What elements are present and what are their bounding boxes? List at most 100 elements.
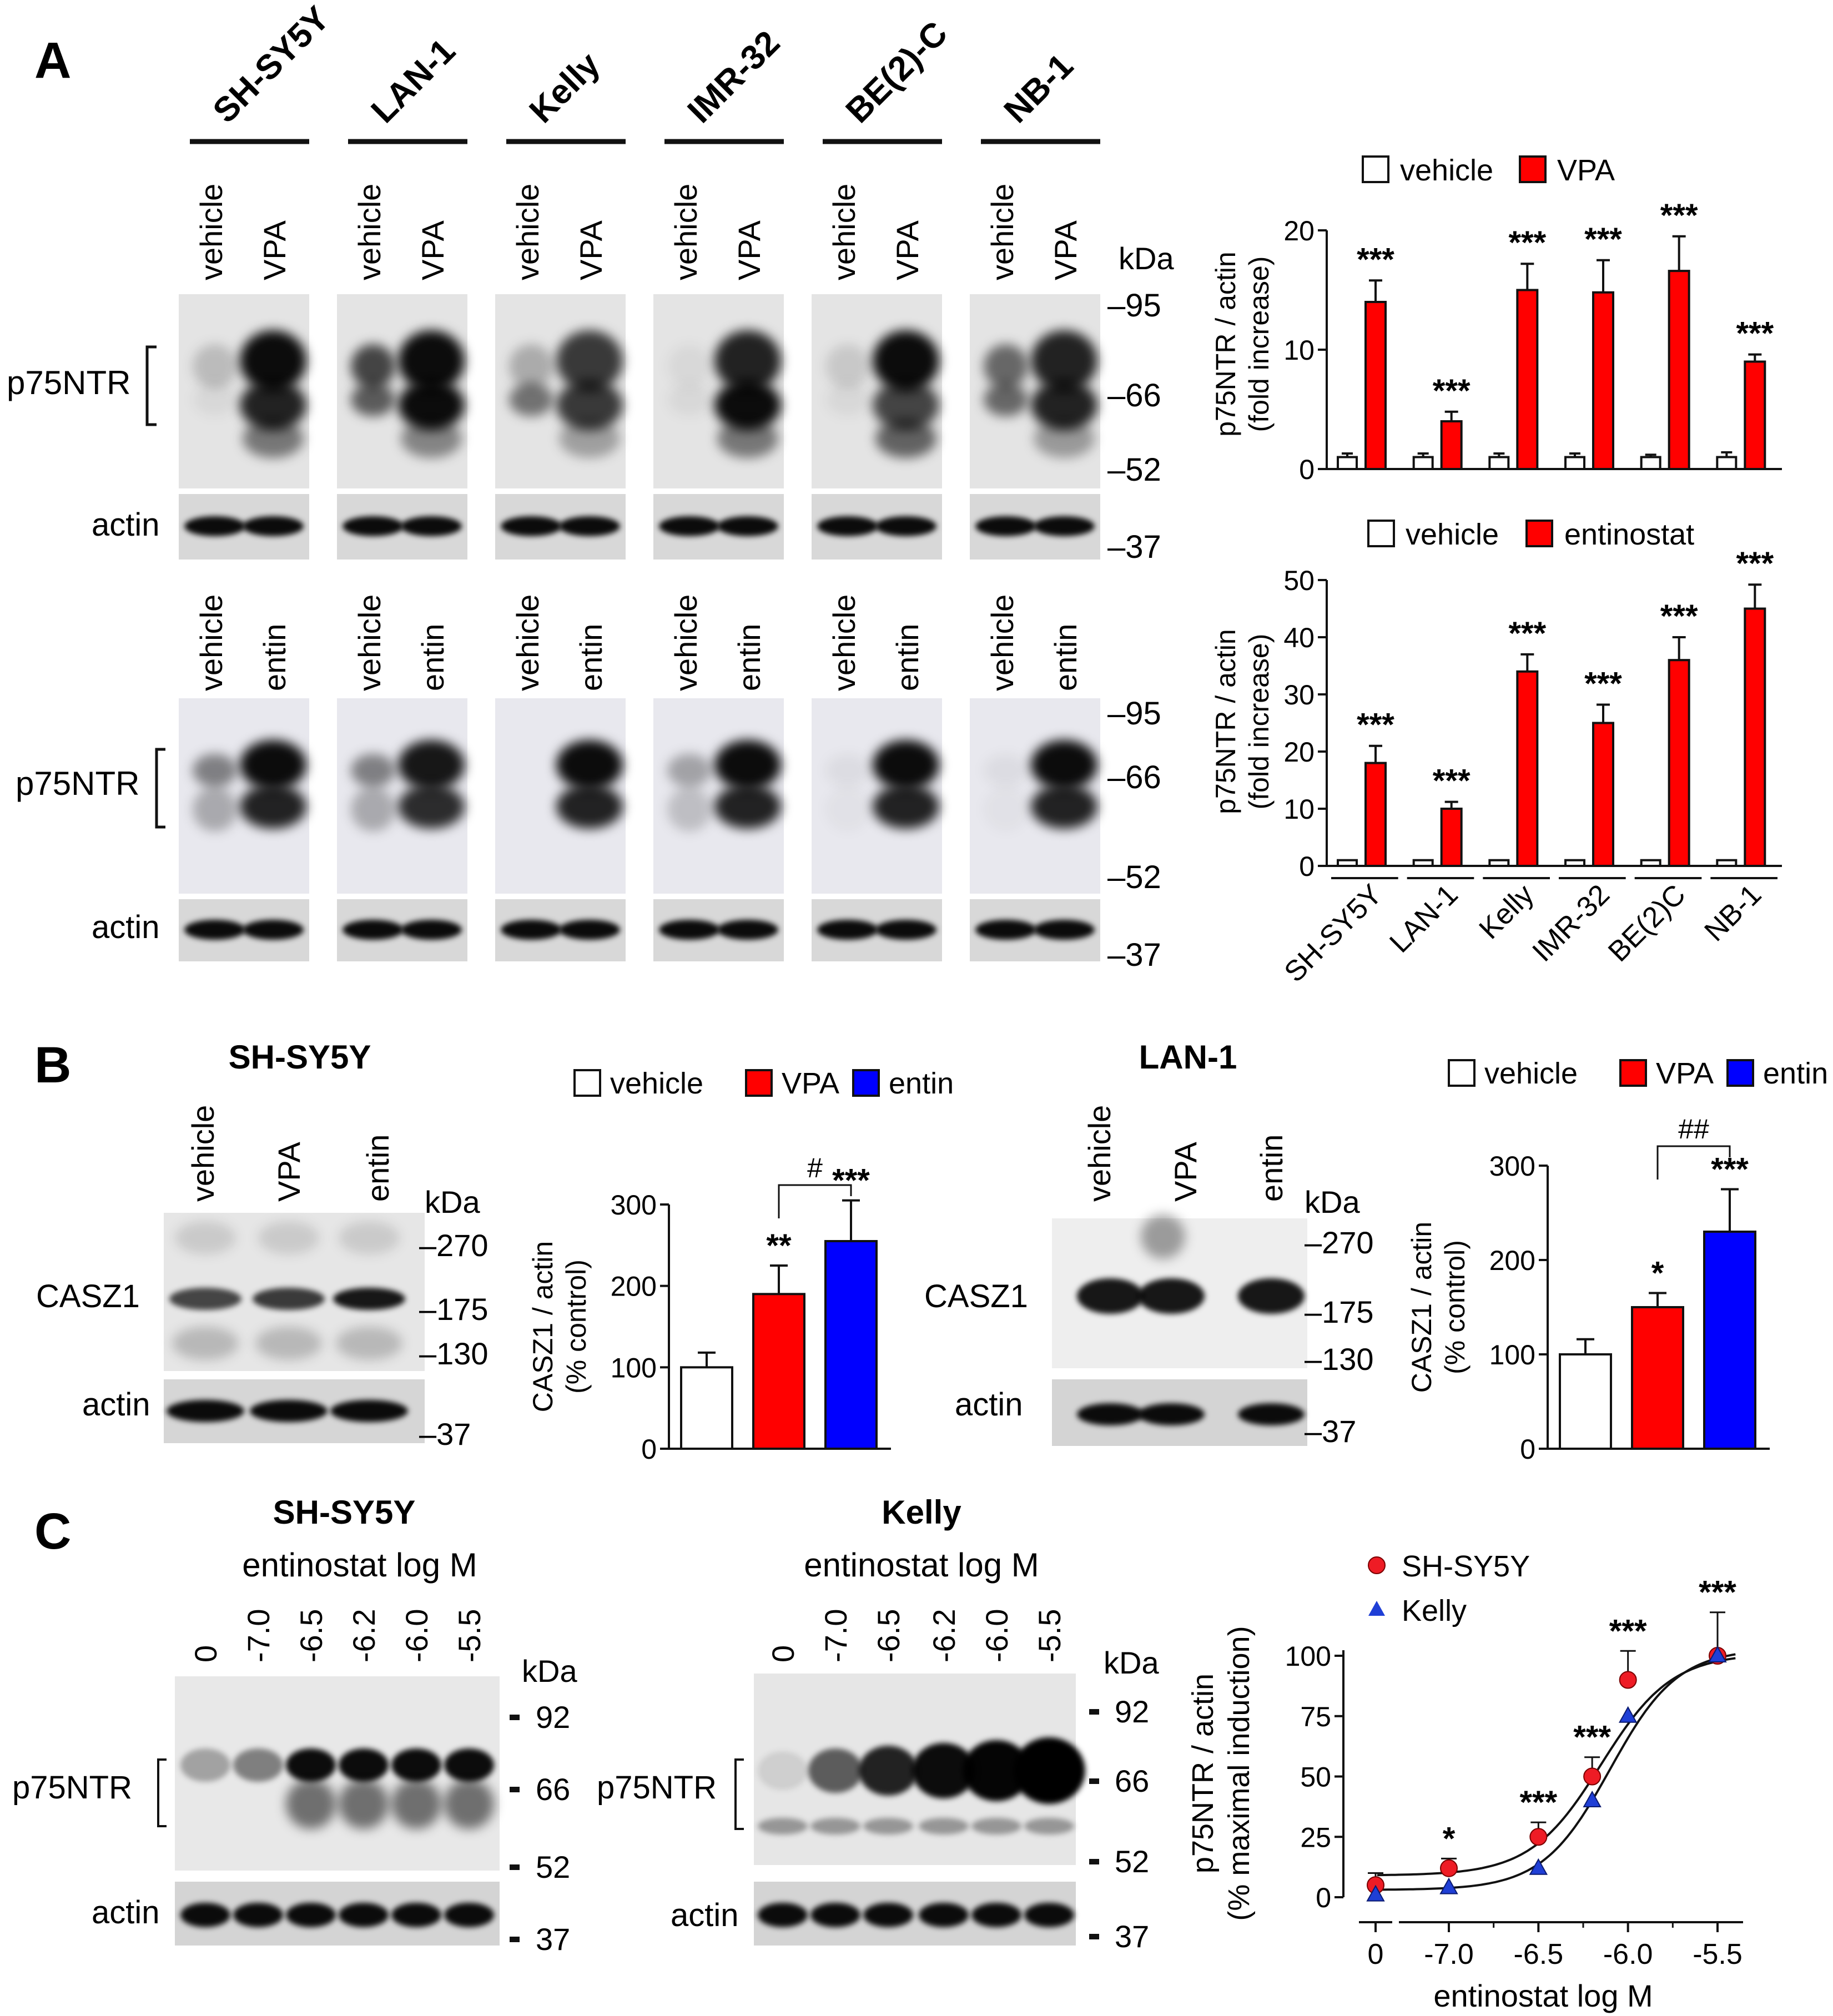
blot-band [556, 740, 623, 790]
blot-band [180, 1748, 230, 1782]
blot-band [714, 784, 781, 829]
lane-label: VPA [732, 220, 767, 280]
lane-label: vehicle [827, 594, 862, 691]
significance-label: *** [1508, 616, 1546, 652]
point-kelly [1708, 1645, 1727, 1662]
panel-a-cell-line-headers: SH-SY5Y vehicle VPA vehicle entin LAN-1 vehicl… [190, 0, 1100, 691]
actin-band [184, 516, 245, 536]
y-tick-label: 20 [1283, 737, 1315, 768]
legend-label: entin [889, 1067, 954, 1100]
lane-label: -6.0 [399, 1609, 434, 1663]
blot-band [444, 1779, 494, 1829]
lane-label: VPA [890, 220, 925, 280]
blot-band [873, 740, 939, 790]
mw-marker: –37 [1107, 529, 1161, 565]
lane-label: VPA [1168, 1141, 1203, 1202]
category-label: SH-SY5Y [1278, 878, 1388, 988]
lane-label: vehicle [668, 594, 703, 691]
blot-band [556, 330, 623, 391]
actin-band [717, 920, 778, 940]
blot-band [717, 419, 778, 458]
legend-swatch [1726, 1059, 1754, 1087]
y-tick-label: 0 [1520, 1434, 1535, 1465]
bar-vehicle [1488, 456, 1510, 470]
significance-label: *** [1357, 241, 1394, 278]
actin-band [919, 1903, 969, 1927]
lane-label: VPA [257, 220, 292, 280]
blot-band [1031, 380, 1097, 430]
blot-band [233, 1748, 283, 1782]
y-axis-label: p75NTR / actin [1210, 251, 1241, 436]
bracket-label: # [807, 1152, 823, 1183]
blot-band [175, 1221, 236, 1254]
lane-label: -6.5 [294, 1609, 329, 1663]
blot-band [825, 344, 870, 389]
significance-label: *** [1433, 763, 1471, 799]
significance-label: *** [1357, 707, 1394, 743]
bar-entinostat [1440, 808, 1463, 867]
y-tick-label: 200 [611, 1271, 657, 1302]
cell-line-header: IMR-32 [681, 23, 788, 130]
legend-swatch-entinostat [1525, 520, 1553, 547]
bar-VPA [752, 1293, 805, 1450]
bar-vpa [1592, 291, 1614, 470]
actin-band [559, 516, 620, 536]
blot-band [193, 383, 237, 416]
mw-marker: –270 [419, 1228, 489, 1263]
chart-c-dose-response: 0 25 50 75 100 0 -7.0 -6.5 -6.0 -5.5 entinostat lo… [1186, 1550, 1743, 2013]
legend-swatch [1448, 1059, 1476, 1087]
lane-label: entin [573, 624, 608, 691]
blot-band [919, 1818, 969, 1834]
significance-label: *** [1584, 221, 1622, 258]
actin-band [401, 516, 462, 536]
blot-band [825, 787, 870, 831]
blot-band [351, 383, 395, 416]
blot-band [873, 380, 939, 430]
y-axis-label: p75NTR / actin [1210, 629, 1241, 814]
bar-vpa [1744, 360, 1766, 470]
blot-band [351, 344, 395, 389]
y-axis-label-2: (fold increase) [1243, 256, 1275, 432]
mw-marker: 66 [536, 1772, 570, 1807]
lane-label: vehicle [1082, 1105, 1117, 1202]
legend-label: VPA [782, 1067, 839, 1100]
lane-label: vehicle [185, 1105, 220, 1202]
actin-label-bottom: actin [92, 909, 160, 945]
blot-band [255, 1327, 322, 1360]
legend-label: Kelly [1402, 1594, 1467, 1627]
bracket-top [145, 345, 157, 426]
mw-marker: –37 [419, 1417, 471, 1451]
bracket-bottom [155, 748, 165, 829]
actin-band [810, 1903, 860, 1927]
panel-a-blots [179, 294, 1100, 961]
bar-VPA [1631, 1306, 1684, 1450]
blot-band [240, 380, 306, 430]
actin-band [975, 516, 1036, 536]
cell-line-header: BE(2)-C [839, 14, 955, 130]
blot-band [509, 787, 553, 831]
actin-band [1077, 1403, 1144, 1425]
blot-band [758, 1751, 808, 1790]
y-axis-label: CASZ1 / actin [527, 1241, 558, 1412]
panel-c-kelly-subtitle: entinostat log M [804, 1546, 1039, 1584]
mw-marker: 92 [536, 1700, 570, 1735]
actin-band [243, 920, 304, 940]
kda-label: kDa [1104, 1645, 1159, 1680]
actin-band [330, 1400, 408, 1422]
mw-marker: –66 [1107, 759, 1161, 795]
x-tick-label: 0 [1368, 1938, 1384, 1970]
actin-band [659, 920, 720, 940]
p75ntr-label: p75NTR [12, 1770, 132, 1806]
actin-band [817, 516, 878, 536]
mw-tick [510, 1864, 520, 1870]
blot-band [1141, 1214, 1185, 1259]
lane-label: vehicle [352, 184, 387, 280]
blot-band [286, 1779, 336, 1829]
y-tick-label: 100 [611, 1352, 657, 1383]
blot-band [169, 1288, 241, 1310]
legend-label: VPA [1557, 154, 1615, 187]
y-tick-label: 30 [1283, 679, 1315, 710]
panel-c-kelly-title: Kelly [882, 1494, 961, 1531]
p75ntr-label-top: p75NTR [7, 364, 130, 401]
blot-band [509, 383, 553, 416]
